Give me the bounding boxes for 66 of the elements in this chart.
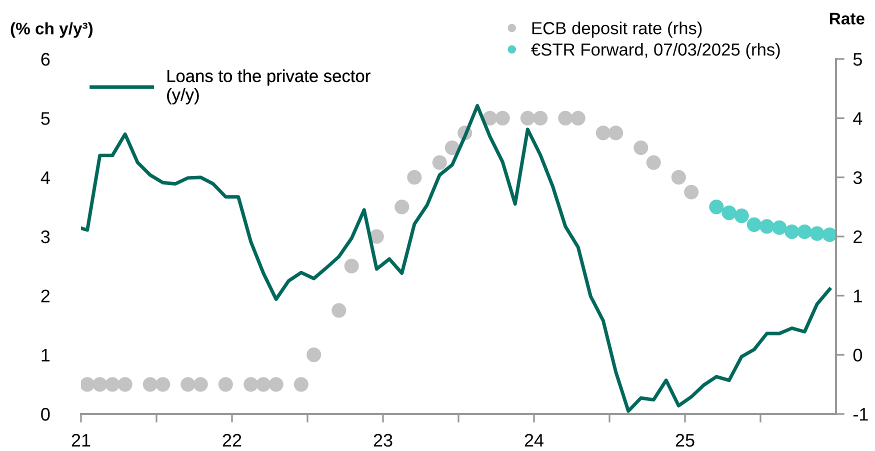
y2-tick-label: -1	[853, 408, 868, 421]
y2-tick-label: 2	[854, 230, 862, 244]
point	[193, 377, 208, 392]
y2-tick-label: 4	[853, 112, 862, 125]
point	[394, 200, 410, 214]
point	[244, 377, 258, 392]
point	[734, 208, 749, 224]
point	[634, 140, 648, 156]
point	[797, 224, 812, 240]
point	[784, 224, 800, 240]
point	[671, 170, 686, 185]
point	[746, 217, 762, 232]
point	[810, 226, 824, 241]
point	[344, 258, 359, 274]
point	[558, 110, 573, 126]
y2-tick-label: 3	[853, 171, 862, 184]
point	[142, 377, 158, 392]
point	[684, 184, 699, 200]
y2-tick-label: 1	[854, 290, 862, 302]
point	[407, 170, 422, 185]
legend-label: €STR Forward, 07/03/2025 (rhs)	[531, 42, 780, 60]
point	[570, 110, 586, 126]
legend-label: ECB deposit rate (rhs)	[532, 22, 702, 38]
legend-label: Loans to the private sector (y/y)	[167, 69, 370, 104]
point	[709, 200, 724, 214]
y2-tick-label: 0	[853, 348, 862, 362]
y-tick-label: 4	[40, 171, 50, 184]
point	[760, 219, 774, 234]
point	[180, 377, 196, 392]
point	[156, 377, 170, 392]
point	[218, 377, 233, 392]
point	[268, 377, 284, 392]
point	[294, 377, 308, 392]
point	[105, 377, 120, 392]
line-series	[81, 104, 832, 413]
y-tick-label: 2	[41, 290, 50, 302]
y2-tick-label: 5	[853, 53, 862, 66]
point	[432, 155, 447, 170]
point	[306, 348, 322, 362]
point	[722, 206, 736, 220]
point	[444, 140, 460, 156]
point	[772, 220, 787, 235]
x-tick-label: 22	[222, 434, 242, 447]
point	[520, 110, 535, 126]
point	[81, 377, 95, 392]
point	[596, 126, 610, 140]
y2-axis-title: Rate	[830, 12, 864, 24]
point	[533, 110, 548, 126]
x-tick-label: 21	[72, 434, 90, 447]
y-tick-label: 5	[41, 112, 50, 125]
y-tick-label: 3	[41, 230, 50, 244]
y-tick-label: 1	[42, 348, 50, 362]
x-tick-label: 24	[524, 434, 544, 447]
point	[256, 377, 271, 392]
y-tick-label: 6	[41, 52, 50, 66]
point	[332, 303, 346, 318]
point	[92, 377, 108, 392]
point	[822, 227, 836, 242]
y-axis-title: (% ch y/y³)	[10, 22, 93, 38]
point	[608, 126, 624, 140]
y-tick-label: 0	[41, 408, 50, 421]
point	[495, 110, 510, 126]
x-tick-label: 25	[676, 434, 694, 447]
point	[118, 377, 132, 392]
point	[646, 155, 661, 170]
x-tick-label: 23	[374, 434, 392, 447]
